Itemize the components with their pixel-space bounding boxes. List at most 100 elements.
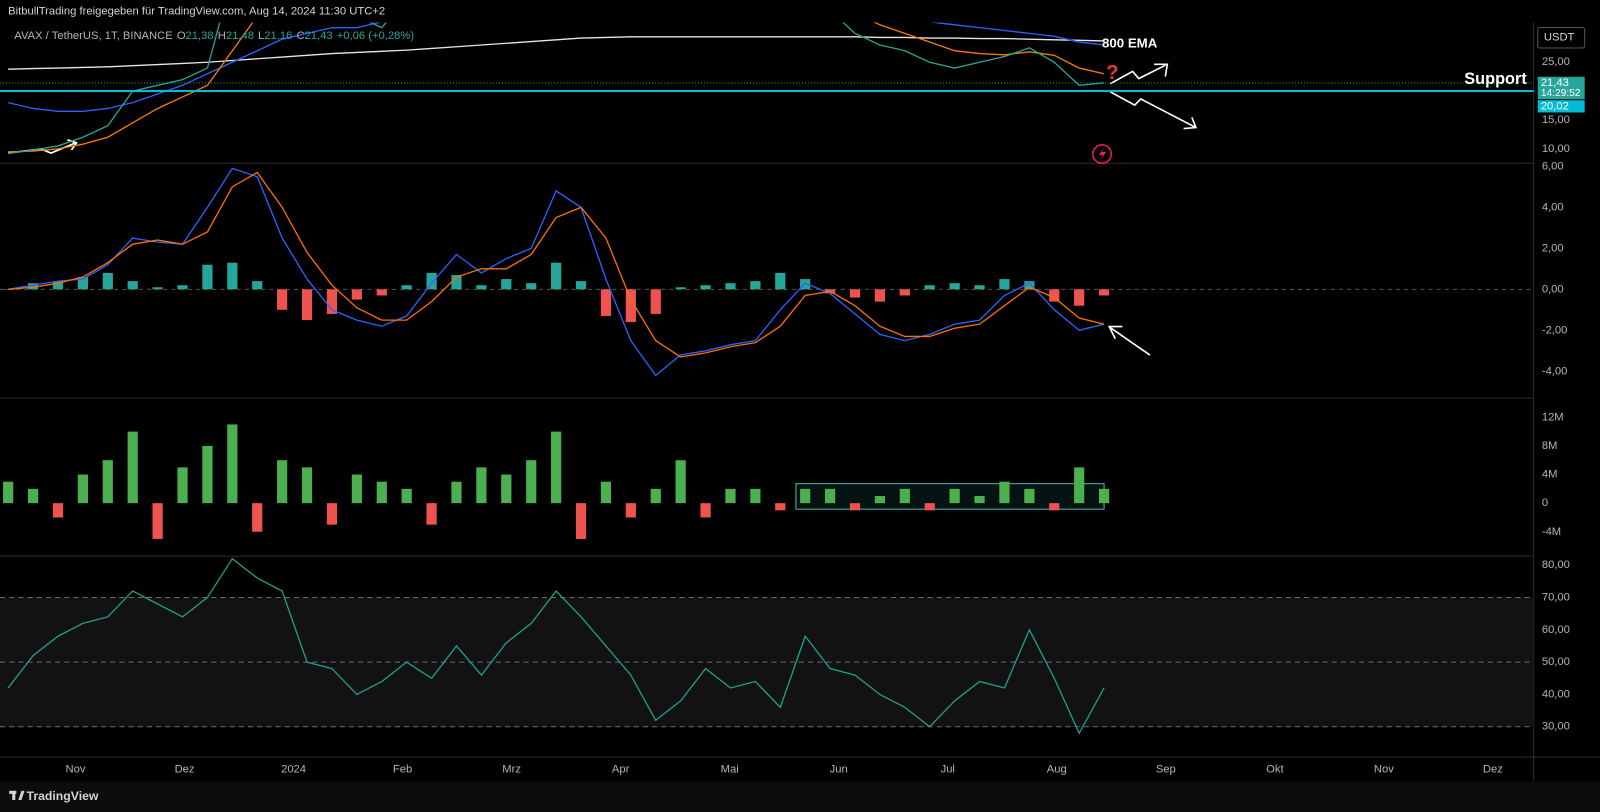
annotation: 800 EMA <box>1102 35 1158 50</box>
bar <box>277 460 288 504</box>
bar <box>202 445 213 504</box>
ohlc-value: 21,43 <box>304 29 333 42</box>
bar <box>775 272 786 290</box>
bar <box>426 272 437 290</box>
bar <box>575 281 587 290</box>
bar <box>476 285 487 290</box>
bar <box>326 289 338 314</box>
ohlc-key: L <box>258 29 265 42</box>
arrow-head <box>1154 63 1169 77</box>
bar <box>52 281 64 290</box>
arrow-head <box>1107 325 1123 340</box>
bar <box>750 488 761 504</box>
price-tag <box>1537 100 1585 113</box>
y-tick-label: -4M <box>1542 526 1561 538</box>
x-tick-label: 2024 <box>281 763 306 775</box>
y-tick-label: 80,00 <box>1542 559 1570 571</box>
bar <box>849 503 861 511</box>
y-tick-label: -2,00 <box>1542 324 1568 336</box>
bar <box>625 503 636 518</box>
price-tag-time: 14:29:52 <box>1541 88 1581 99</box>
bar <box>551 431 562 504</box>
bar <box>277 289 288 310</box>
bar <box>800 279 811 290</box>
bar <box>899 488 910 504</box>
bar <box>899 289 910 296</box>
x-tick-label: Apr <box>612 763 630 775</box>
bar <box>1049 289 1060 302</box>
bar <box>650 488 661 504</box>
bar <box>152 503 163 539</box>
series-line <box>8 36 1105 70</box>
bar <box>1024 488 1035 504</box>
bar <box>501 474 512 504</box>
series-line <box>7 557 1105 735</box>
bar <box>999 279 1010 290</box>
bar <box>575 503 587 539</box>
bar <box>924 285 935 290</box>
bar <box>77 277 88 290</box>
ohlc: C21,43 <box>296 30 332 42</box>
bar <box>401 488 412 504</box>
logo-part <box>12 790 16 800</box>
bar <box>526 283 537 290</box>
ohlc-value: 21,48 <box>225 29 254 42</box>
event-icon <box>1092 144 1112 165</box>
bar <box>301 467 313 504</box>
bar <box>252 503 263 532</box>
bar <box>252 281 263 290</box>
bar <box>924 503 935 511</box>
bar <box>177 467 188 504</box>
bar <box>152 287 163 290</box>
brand: TradingView <box>26 788 99 804</box>
x-tick-label: Nov <box>66 763 86 775</box>
bar <box>750 281 761 290</box>
x-tick-label: Mai <box>721 763 739 775</box>
y-tick-label: 0 <box>1542 497 1548 509</box>
bar <box>451 274 462 290</box>
bar <box>824 488 836 504</box>
ohlc-value: 21,38 <box>185 29 214 42</box>
bar <box>999 481 1010 504</box>
bar <box>102 460 113 504</box>
y-tick-label: 6,00 <box>1542 160 1564 172</box>
bar <box>227 424 238 504</box>
bar <box>600 289 612 316</box>
logo-part <box>18 790 25 800</box>
arrow <box>1109 326 1151 356</box>
bar <box>27 488 39 504</box>
bar <box>874 496 886 504</box>
y-tick-label: 0,00 <box>1542 283 1564 295</box>
y-tick-label: 60,00 <box>1542 624 1570 636</box>
bar <box>351 474 362 504</box>
ohlc-key: H <box>217 29 226 42</box>
x-tick-label: Dez <box>175 763 195 775</box>
currency: USDT <box>1544 32 1575 44</box>
currency-box <box>1537 27 1586 49</box>
bar <box>202 264 213 290</box>
ohlc-key: C <box>296 29 305 42</box>
bar <box>600 481 612 504</box>
bar <box>27 283 39 290</box>
price-tag-label: 21,43 <box>1541 77 1569 89</box>
legend: AVAX / TetherUS, 1T, BINANCE O21,38 H21,… <box>14 30 414 42</box>
bar <box>102 272 113 290</box>
x-tick-label: Mrz <box>502 763 521 775</box>
panel <box>0 167 1534 377</box>
bar <box>1098 289 1110 296</box>
price-tag-label: 20,02 <box>1541 100 1569 112</box>
footer-bar <box>0 781 1600 812</box>
bar <box>1074 467 1085 504</box>
y-tick-label: 4M <box>1542 469 1558 481</box>
x-tick-label: Feb <box>393 763 412 775</box>
bar <box>625 289 636 323</box>
bar <box>551 262 562 290</box>
ohlc: L21,16 <box>258 30 292 42</box>
series-line <box>8 22 1105 153</box>
separators <box>0 22 1600 782</box>
bar <box>177 285 188 290</box>
series-line <box>8 22 1105 112</box>
x-tick-label: Okt <box>1266 763 1284 775</box>
panel <box>3 424 1110 539</box>
